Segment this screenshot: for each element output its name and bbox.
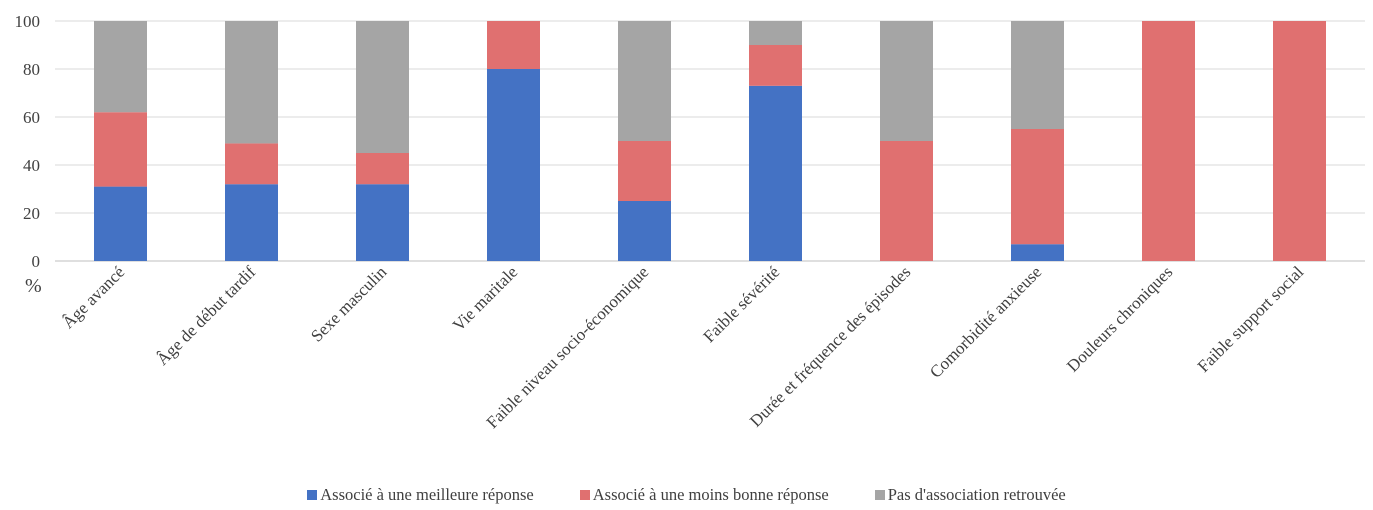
y-tick-label: 0 <box>32 252 41 271</box>
bar-segment-series-3 <box>94 21 147 113</box>
x-category-label: Sexe masculin <box>307 262 391 346</box>
x-category-label: Âge avancé <box>58 262 128 332</box>
y-tick-label: 40 <box>23 156 40 175</box>
bar-segment-series-3 <box>356 21 409 153</box>
bar-segment-series-2 <box>487 21 540 69</box>
bar-segment-series-3 <box>1011 21 1064 129</box>
x-category-label: Faible support social <box>1194 262 1308 376</box>
y-tick-label: 100 <box>15 12 41 31</box>
bar-segment-series-1 <box>1011 244 1064 261</box>
y-axis-ticks: 0 20 40 60 80 100 <box>15 12 41 271</box>
bar-segment-series-3 <box>880 21 933 141</box>
bar-segment-series-2 <box>356 153 409 185</box>
x-axis-labels: Âge avancé Âge de début tardif Sexe mascul… <box>58 262 1307 432</box>
bar-segment-series-2 <box>1273 21 1326 261</box>
stacked-bar-chart: 0 20 40 60 80 100 Âge avancé Âge de début tard… <box>15 12 1365 432</box>
bar-segment-series-3 <box>225 21 278 144</box>
x-category-label: Douleurs chroniques <box>1063 262 1176 375</box>
bar-segment-series-2 <box>749 45 802 86</box>
y-tick-label: 60 <box>23 108 40 127</box>
bar-segment-series-1 <box>618 201 671 261</box>
bar-segment-series-1 <box>94 186 147 261</box>
x-category-label: Vie maritale <box>449 262 521 334</box>
legend-item-series-1: Associé à une meilleure réponse <box>307 485 534 505</box>
legend-label: Associé à une meilleure réponse <box>320 485 534 504</box>
bar-segment-series-1 <box>225 184 278 261</box>
legend-label: Associé à une moins bonne réponse <box>592 485 829 504</box>
legend-item-series-2: Associé à une moins bonne réponse <box>579 485 829 505</box>
bar-segment-series-1 <box>487 69 540 261</box>
bar-segment-series-3 <box>618 21 671 141</box>
y-axis-unit-label: % <box>25 275 42 297</box>
bar-segment-series-2 <box>1011 129 1064 245</box>
legend-label: Pas d'association retrouvée <box>887 485 1066 504</box>
legend-item-series-3: Pas d'association retrouvée <box>874 485 1066 505</box>
bar-segment-series-2 <box>94 112 147 187</box>
bar-segment-series-3 <box>749 21 802 45</box>
legend-swatch-blue <box>307 490 318 500</box>
bar-segment-series-1 <box>749 85 802 261</box>
x-category-label: Comorbidité anxieuse <box>926 262 1045 381</box>
bar-segment-series-2 <box>618 141 671 201</box>
bar-segment-series-2 <box>225 143 278 185</box>
legend: Associé à une meilleure réponse Associé … <box>0 485 1373 505</box>
bar-segment-series-1 <box>356 184 409 261</box>
bar-segment-series-2 <box>880 141 933 261</box>
bar-segment-series-2 <box>1142 21 1195 261</box>
y-tick-label: 20 <box>23 204 40 223</box>
legend-swatch-gray <box>874 490 885 500</box>
legend-swatch-red <box>579 490 590 500</box>
y-tick-label: 80 <box>23 60 40 79</box>
bars <box>94 21 1326 261</box>
x-category-label: Faible sévérité <box>699 262 783 346</box>
x-category-label: Âge de début tardif <box>153 262 260 369</box>
